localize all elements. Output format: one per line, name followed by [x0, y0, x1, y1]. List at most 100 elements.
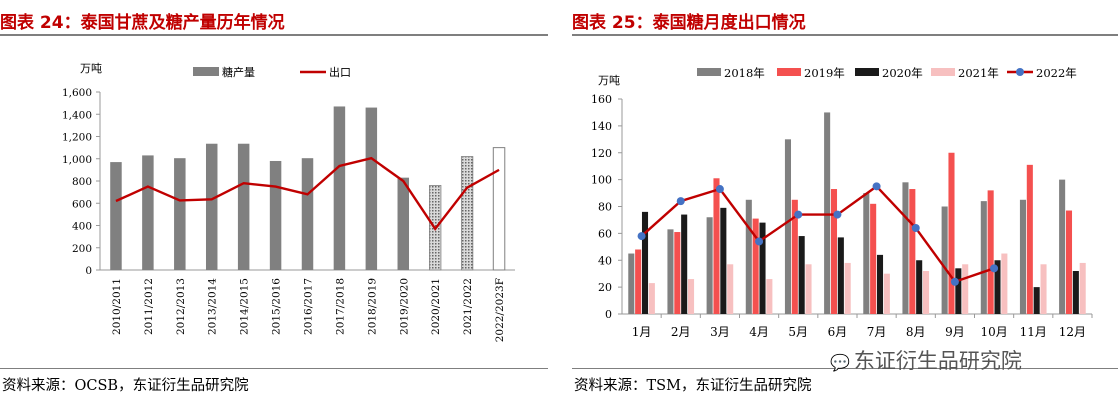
bar-2020年 — [837, 237, 844, 314]
bar-2018年 — [628, 253, 635, 314]
right-source-note: 资料来源：TSM，东证衍生品研究院 — [574, 378, 812, 394]
bar-2020年 — [1072, 271, 1079, 314]
sugar-production-bar — [174, 158, 186, 270]
bar-2019年 — [870, 203, 877, 314]
bar-2019年 — [909, 189, 916, 314]
y-tick-label: 1,200 — [62, 132, 92, 144]
y-tick-label: 0 — [85, 265, 92, 277]
legend-swatch-2019年 — [777, 68, 801, 76]
y-axis-unit: 万吨 — [80, 62, 102, 75]
x-tick-label: 6月 — [828, 325, 848, 339]
bar-2018年 — [980, 201, 987, 314]
x-tick-label: 2021/2022 — [462, 278, 474, 335]
left-chart: 万吨 0 200 400 600 800 1,000 1,200 1,400 1,600 2010/… — [62, 62, 515, 342]
x-tick-label: 10月 — [980, 325, 1007, 339]
bar-2020年 — [681, 214, 688, 314]
bar-2020年 — [955, 268, 962, 314]
sugar-production-bar — [301, 158, 314, 270]
y-tick-label: 40 — [598, 254, 612, 267]
x-tick-label: 4月 — [749, 325, 769, 339]
point-2022 — [794, 210, 803, 219]
bar-2021年 — [962, 264, 969, 314]
legend-label-2022: 2022年 — [1036, 66, 1077, 80]
point-2022 — [911, 224, 920, 232]
legend-label-export: 出口 — [329, 65, 351, 79]
bar-2021年 — [648, 283, 655, 314]
x-tick-label: 5月 — [788, 325, 808, 339]
bar-2018年 — [1019, 199, 1027, 314]
bar-2021年 — [1079, 262, 1086, 314]
bar-2021年 — [727, 264, 734, 314]
point-2022 — [872, 182, 881, 191]
x-tick-label: 11月 — [1020, 325, 1047, 339]
x-tick-label: 8月 — [906, 325, 926, 339]
y-tick-label: 200 — [72, 243, 92, 255]
legend-label-2018年: 2018年 — [724, 66, 765, 80]
y-tick-label: 160 — [591, 93, 612, 106]
right-bottom-rule — [572, 368, 1118, 369]
point-2022 — [950, 277, 959, 286]
watermark: 💬 东证衍生品研究院 — [830, 345, 1022, 375]
y-tick-label: 800 — [72, 176, 92, 188]
right-top-rule — [572, 34, 1118, 36]
bar-2020年 — [641, 211, 649, 314]
point-2022 — [637, 232, 646, 241]
bar-2020年 — [994, 260, 1001, 314]
bar-2020年 — [798, 236, 805, 314]
bar-2018年 — [706, 217, 713, 314]
right-chart: 万吨 0 20 40 60 80 100 120 140 160 1月 2月 3月 4月 5月 6月 7月 8月 9… — [591, 66, 1093, 339]
x-tick-label: 1月 — [632, 325, 652, 339]
y-tick-label: 1,400 — [62, 109, 92, 121]
bar-2021年 — [687, 279, 695, 314]
sugar-production-bar — [397, 177, 410, 270]
bar-2020年 — [876, 254, 884, 314]
sugar-production-bar — [142, 155, 154, 270]
x-tick-label: 9月 — [945, 325, 965, 339]
wechat-icon: 💬 — [830, 353, 850, 372]
bar-2019年 — [987, 190, 994, 314]
legend-swatch-2022-point — [1016, 68, 1024, 76]
bar-2018年 — [902, 182, 909, 314]
bar-2018年 — [667, 229, 674, 314]
bar-2021年 — [1040, 264, 1047, 314]
bar-2018年 — [745, 199, 752, 314]
legend-swatch-production — [193, 67, 219, 76]
bar-2019年 — [713, 178, 720, 314]
left-source-note: 资料来源：OCSB，东证衍生品研究院 — [2, 378, 249, 394]
point-2022 — [676, 197, 685, 206]
legend-label-production: 糖产量 — [222, 65, 255, 79]
sugar-production-bar — [205, 143, 218, 270]
bar-2020年 — [759, 222, 766, 314]
x-tick-label: 2月 — [671, 325, 691, 339]
legend-label-2020年: 2020年 — [882, 66, 923, 80]
legend-swatch-2018年 — [697, 68, 721, 76]
bar-2018年 — [863, 193, 870, 314]
x-tick-label: 2022/2023F — [494, 278, 506, 342]
y-tick-label: 80 — [598, 201, 612, 214]
bar-2021年 — [844, 262, 851, 314]
right-chart-title: 图表 25：泰国糖月度出口情况 — [572, 13, 806, 33]
sugar-production-bar — [333, 106, 346, 271]
bar-2021年 — [883, 273, 890, 314]
y-tick-label: 100 — [591, 174, 612, 187]
bar-2019年 — [948, 152, 955, 314]
point-2022 — [755, 237, 764, 246]
bar-2019年 — [1026, 164, 1033, 314]
y-tick-label: 400 — [72, 221, 92, 233]
y-tick-label: 20 — [598, 281, 612, 294]
x-tick-label: 2019/2020 — [398, 278, 410, 335]
x-tick-label: 2014/2015 — [239, 278, 251, 335]
bar-2019年 — [791, 199, 798, 314]
bar-2018年 — [824, 112, 831, 314]
bar-2019年 — [674, 232, 681, 314]
y-tick-label: 0 — [605, 308, 612, 321]
sugar-production-bar — [492, 147, 506, 271]
sugar-production-bar — [365, 107, 378, 270]
x-tick-label: 2020/2021 — [430, 278, 442, 335]
y-tick-label: 1,000 — [62, 154, 92, 166]
bar-2018年 — [784, 139, 792, 314]
x-tick-label: 2010/2011 — [111, 278, 123, 335]
y-tick-label: 1,600 — [62, 87, 92, 99]
bar-2020年 — [720, 207, 727, 314]
bar-2020年 — [1033, 287, 1040, 314]
